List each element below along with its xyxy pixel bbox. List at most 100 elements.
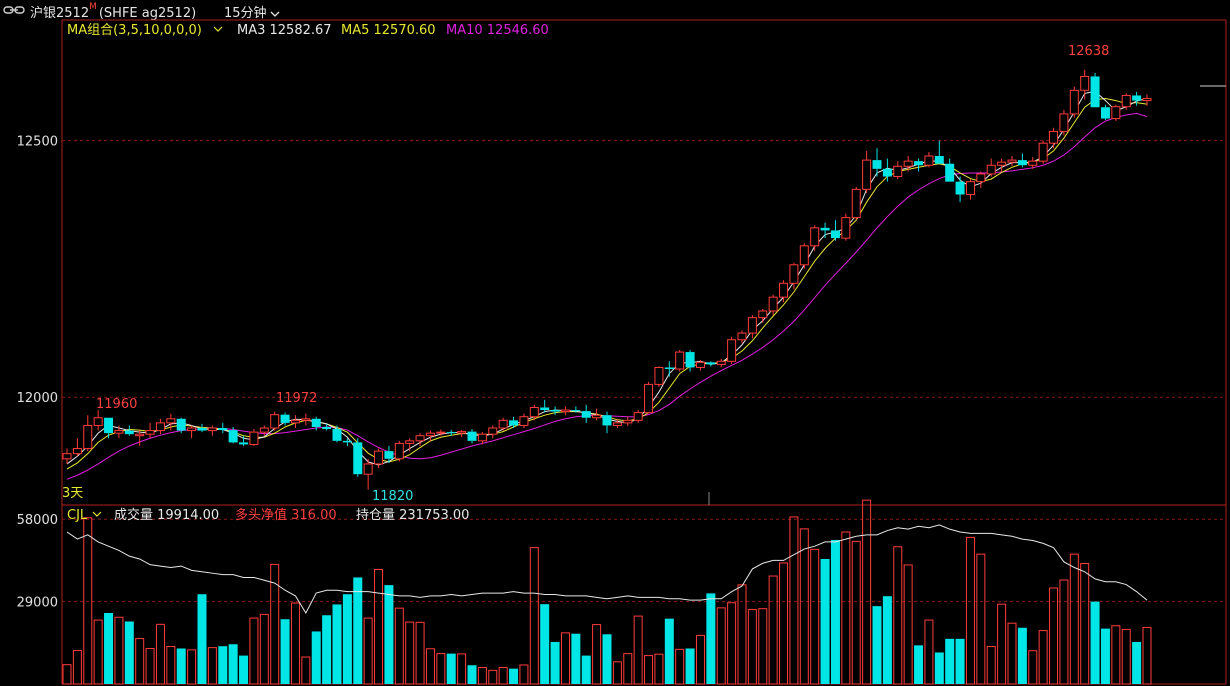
volume-bar [342, 594, 352, 684]
candle [955, 176, 965, 203]
candle-body [914, 161, 924, 166]
volume-bar [934, 652, 944, 684]
candle [457, 430, 467, 438]
candle [623, 416, 633, 426]
volume-bar [706, 593, 716, 684]
candle [342, 438, 352, 446]
candle-body [176, 418, 186, 431]
volume-bar [986, 645, 996, 685]
candle-body [509, 420, 519, 426]
candle [384, 445, 394, 463]
candle-body [685, 352, 695, 368]
volume-bar [1090, 601, 1100, 684]
volume-bar [322, 615, 332, 684]
volume-bar [249, 617, 259, 685]
candle-body [249, 431, 259, 445]
volume-bar [114, 616, 124, 685]
candle-body [1059, 113, 1069, 132]
candle-body [1028, 160, 1038, 166]
cjl-indicator-label[interactable]: CJL [67, 508, 88, 523]
candle [145, 422, 155, 439]
candle [187, 425, 197, 439]
candle-body [405, 440, 415, 444]
volume-tick-label: 58000 [17, 513, 58, 528]
candle-body [135, 433, 145, 437]
cjl-chevron-down-icon[interactable] [92, 511, 102, 517]
candle-body [342, 440, 352, 443]
candle-body [197, 428, 207, 431]
candle [727, 336, 737, 364]
candle-body [1132, 95, 1142, 101]
volume-bars [62, 499, 1152, 685]
candle [1028, 157, 1038, 169]
link-icon[interactable] [3, 3, 25, 17]
candle-body [882, 168, 892, 177]
volume-bar [965, 536, 975, 685]
candle [1100, 104, 1110, 121]
candle [197, 423, 207, 433]
candle [799, 243, 809, 269]
ma-chevron-down-icon[interactable] [213, 26, 223, 32]
candle-body [934, 156, 944, 164]
volume-bar [612, 661, 622, 685]
volume-bar [457, 653, 467, 685]
candles [62, 69, 1152, 490]
volume-bar [467, 665, 477, 684]
candle [1038, 140, 1048, 164]
candle [62, 448, 72, 464]
volume-bar [394, 607, 404, 685]
candle-body [1007, 159, 1017, 163]
candle-body [519, 416, 529, 426]
candle-body [581, 411, 591, 418]
candle [779, 280, 789, 303]
candle [311, 416, 321, 431]
candle [571, 406, 581, 413]
candle [519, 413, 529, 429]
ma-indicator-label[interactable]: MA组合(3,5,10,0,0,0) [67, 23, 202, 38]
volume-bar [93, 619, 103, 685]
price-axis: 12000 12500 29000 58000 [17, 135, 58, 611]
chevron-down-icon [270, 11, 280, 17]
candle [924, 151, 934, 168]
candle [1090, 72, 1100, 108]
volume-bar [571, 633, 581, 684]
candle-body [1069, 89, 1079, 115]
candle [155, 418, 165, 435]
candle [965, 179, 975, 200]
open-interest-series [66, 524, 1148, 614]
candle-body [488, 427, 498, 435]
volume-bar [789, 516, 799, 685]
volume-bar [1080, 563, 1090, 685]
candle [353, 438, 363, 477]
net-long-value: 多头净值 316.00 [235, 507, 337, 523]
candle-body [270, 414, 280, 429]
symbol-name: 沪银2512 [30, 6, 90, 21]
volume-bar [945, 638, 955, 684]
candle-body [187, 427, 197, 432]
volume-bar [72, 649, 82, 685]
candle-body [1142, 98, 1152, 102]
volume-bar [654, 653, 664, 685]
candle-body [280, 414, 290, 423]
candle-body [301, 418, 311, 421]
candle-body [1049, 130, 1059, 144]
candle-body [166, 418, 176, 424]
period-selector[interactable]: 15分钟 [224, 2, 281, 21]
candle-body [820, 227, 830, 231]
candle-body [768, 296, 778, 312]
volume-bar [301, 656, 311, 685]
candle-body [529, 406, 539, 418]
title-bar: 沪银2512M (SHFE ag2512) 15分钟 [0, 0, 1230, 21]
volume-bar [218, 646, 228, 684]
candle [737, 330, 747, 344]
candle [301, 413, 311, 426]
candle-body [540, 407, 550, 411]
volume-bar [477, 667, 487, 685]
annotation-peak: 12638 [1068, 44, 1109, 59]
volume-bar [779, 562, 789, 685]
price-tick-label: 12500 [17, 135, 58, 150]
candle-body [1038, 142, 1048, 162]
volume-bar [228, 644, 238, 684]
volume-bar [799, 528, 809, 685]
